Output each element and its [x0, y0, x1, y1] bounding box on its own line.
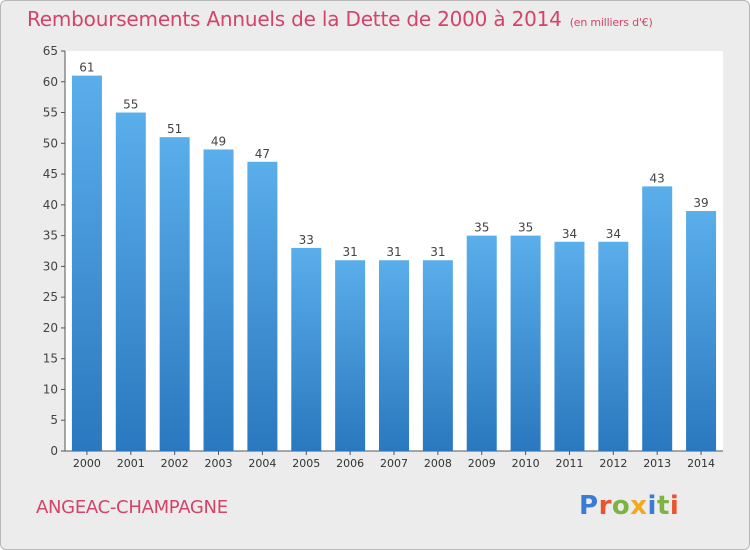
- x-tick-label-2011: 2011: [555, 457, 583, 470]
- bar-2013: [642, 186, 673, 451]
- y-tick-label: 40: [43, 198, 58, 212]
- chart-unit-label: (en milliers d'€): [569, 16, 653, 29]
- x-tick-label-2004: 2004: [248, 457, 276, 470]
- x-tick-label-2012: 2012: [599, 457, 627, 470]
- value-label-2009: 35: [474, 221, 489, 235]
- bar-2011: [554, 241, 585, 451]
- x-tick-label-2002: 2002: [161, 457, 189, 470]
- value-label-2010: 35: [518, 221, 533, 235]
- value-label-2002: 51: [167, 122, 182, 136]
- value-label-2008: 31: [430, 245, 445, 259]
- x-tick-label-2008: 2008: [424, 457, 452, 470]
- bar-2014: [686, 211, 717, 451]
- bar-2010: [510, 235, 541, 451]
- y-tick-label: 5: [50, 413, 58, 427]
- bar-2007: [379, 260, 409, 451]
- value-label-2012: 34: [606, 227, 621, 241]
- bar-2008: [422, 260, 453, 451]
- bar-2006: [335, 260, 366, 451]
- bar-2000: [71, 75, 102, 451]
- bar-2005: [291, 247, 322, 451]
- x-tick-label-2007: 2007: [380, 457, 408, 470]
- y-tick-label: 0: [50, 444, 58, 458]
- y-tick-label: 30: [43, 259, 58, 273]
- y-tick-label: 35: [43, 229, 58, 243]
- commune-name: ANGEAC-CHAMPAGNE: [36, 497, 228, 518]
- value-label-2003: 49: [211, 134, 226, 148]
- logo-letter: i: [647, 491, 657, 521]
- chart-title: Remboursements Annuels de la Dette de 20…: [27, 7, 653, 31]
- x-tick-label-2001: 2001: [117, 457, 145, 470]
- x-tick-label-2000: 2000: [73, 457, 101, 470]
- x-tick-label-2009: 2009: [468, 457, 496, 470]
- x-axis: 2000 2001 2002 2003 2004 2005 2006 2007 2008 2009…: [65, 450, 723, 470]
- y-axis: 0 5 10 15 20 25 30 35 40 45 50 55 60 65: [43, 44, 66, 458]
- x-tick-label-2003: 2003: [205, 457, 233, 470]
- logo-letter: P: [579, 491, 599, 521]
- proxiti-logo[interactable]: Proxiti: [579, 491, 679, 521]
- logo-letter: t: [656, 491, 670, 521]
- y-tick-label: 55: [43, 106, 58, 120]
- chart-title-text: Remboursements Annuels de la Dette de 20…: [27, 7, 562, 31]
- value-label-2005: 33: [299, 233, 314, 247]
- bar-2012: [598, 241, 629, 451]
- value-label-2000: 61: [79, 61, 94, 75]
- value-label-2006: 31: [342, 245, 357, 259]
- value-label-2013: 43: [650, 171, 665, 185]
- bar-2002: [159, 137, 190, 451]
- x-tick-label-2013: 2013: [643, 457, 671, 470]
- y-tick-label: 65: [43, 44, 58, 58]
- bars: [71, 75, 717, 452]
- value-labels: 61 55 51 49 47 33 31 31 31 35 35 34 34 43 39: [79, 61, 708, 260]
- y-tick-label: 60: [43, 75, 58, 89]
- bar-2001: [115, 112, 146, 452]
- x-tick-label-2005: 2005: [292, 457, 320, 470]
- bar-2009: [466, 235, 497, 451]
- x-tick-label-2010: 2010: [512, 457, 540, 470]
- y-tick-label: 25: [43, 290, 58, 304]
- x-tick-label-2014: 2014: [687, 457, 715, 470]
- value-label-2001: 55: [123, 98, 138, 112]
- y-tick-label: 45: [43, 167, 58, 181]
- value-label-2004: 47: [255, 147, 270, 161]
- y-tick-label: 50: [43, 136, 58, 150]
- y-tick-label: 20: [43, 321, 58, 335]
- value-label-2011: 34: [562, 227, 577, 241]
- logo-letter: x: [630, 491, 648, 521]
- bar-2003: [203, 149, 234, 451]
- value-label-2014: 39: [693, 196, 708, 210]
- logo-letter: i: [669, 491, 680, 521]
- logo-letter: o: [611, 491, 631, 521]
- y-tick-label: 15: [43, 352, 58, 366]
- logo-letter: r: [598, 491, 612, 521]
- y-tick-label: 10: [43, 382, 58, 396]
- bar-2004: [247, 161, 278, 451]
- x-tick-label-2006: 2006: [336, 457, 364, 470]
- value-label-2007: 31: [386, 245, 401, 259]
